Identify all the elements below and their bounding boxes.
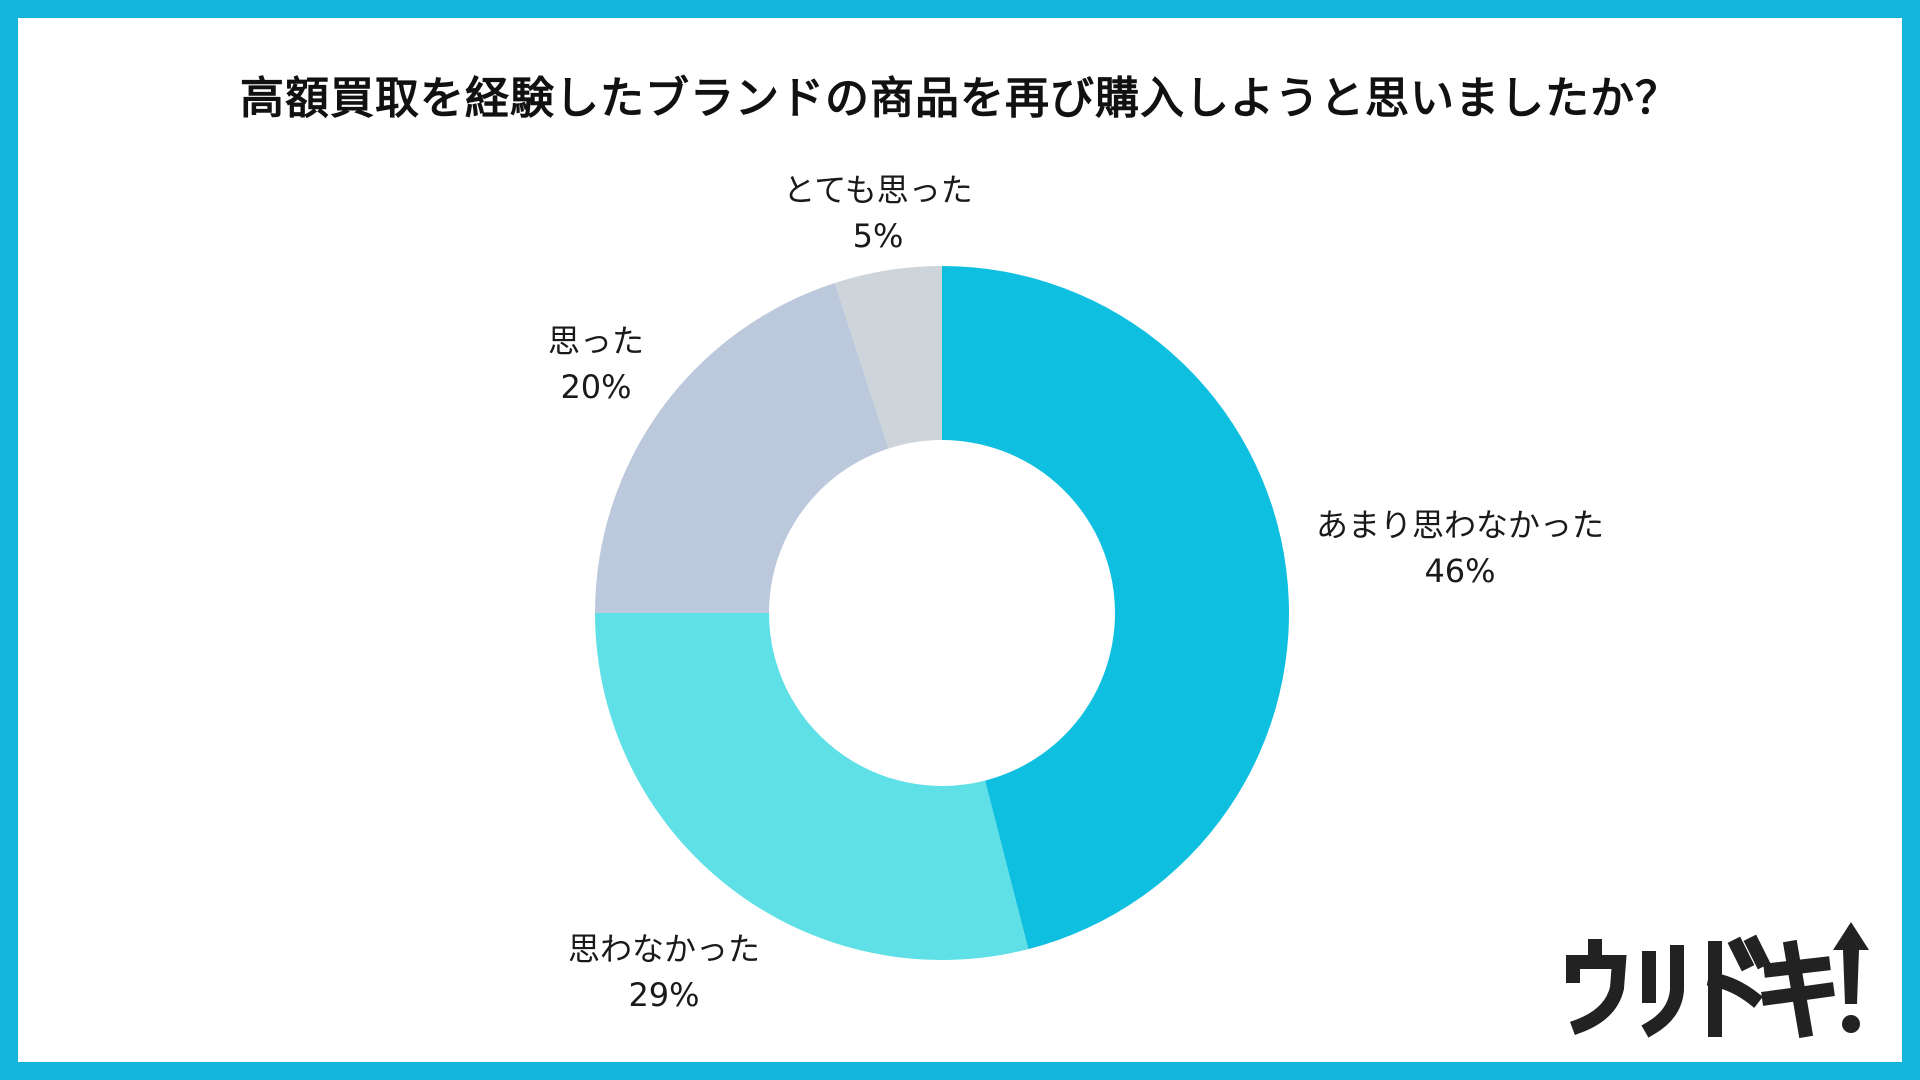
slice-3-label: とても思った: [783, 171, 973, 209]
donut-slice-1: [595, 613, 1029, 960]
slice-2-label: 思った: [547, 322, 644, 360]
chart-title: 高額買取を経験したブランドの商品を再び購入しようと思いましたか？: [240, 73, 1680, 124]
slice-1-label: 思わなかった: [567, 930, 760, 968]
slice-1-value: 29%: [628, 976, 700, 1014]
slice-0-label: あまり思わなかった: [1315, 506, 1604, 544]
slice-3-value: 5%: [852, 217, 904, 255]
uridoki-logo: [1566, 922, 1869, 1038]
donut-slice-2: [595, 282, 889, 613]
slice-label-1: 思わなかった 29%: [484, 926, 844, 1018]
donut-slice-3: [834, 266, 942, 449]
slice-label-0: あまり思わなかった 46%: [1280, 502, 1640, 594]
slice-label-2: 思った 20%: [416, 318, 776, 410]
up-arrow-exclamation-icon: [1833, 922, 1869, 1033]
slice-label-3: とても思った 5%: [698, 167, 1058, 259]
slice-2-value: 20%: [560, 368, 632, 406]
donut-slice-0: [942, 266, 1289, 950]
slice-0-value: 46%: [1424, 552, 1496, 590]
